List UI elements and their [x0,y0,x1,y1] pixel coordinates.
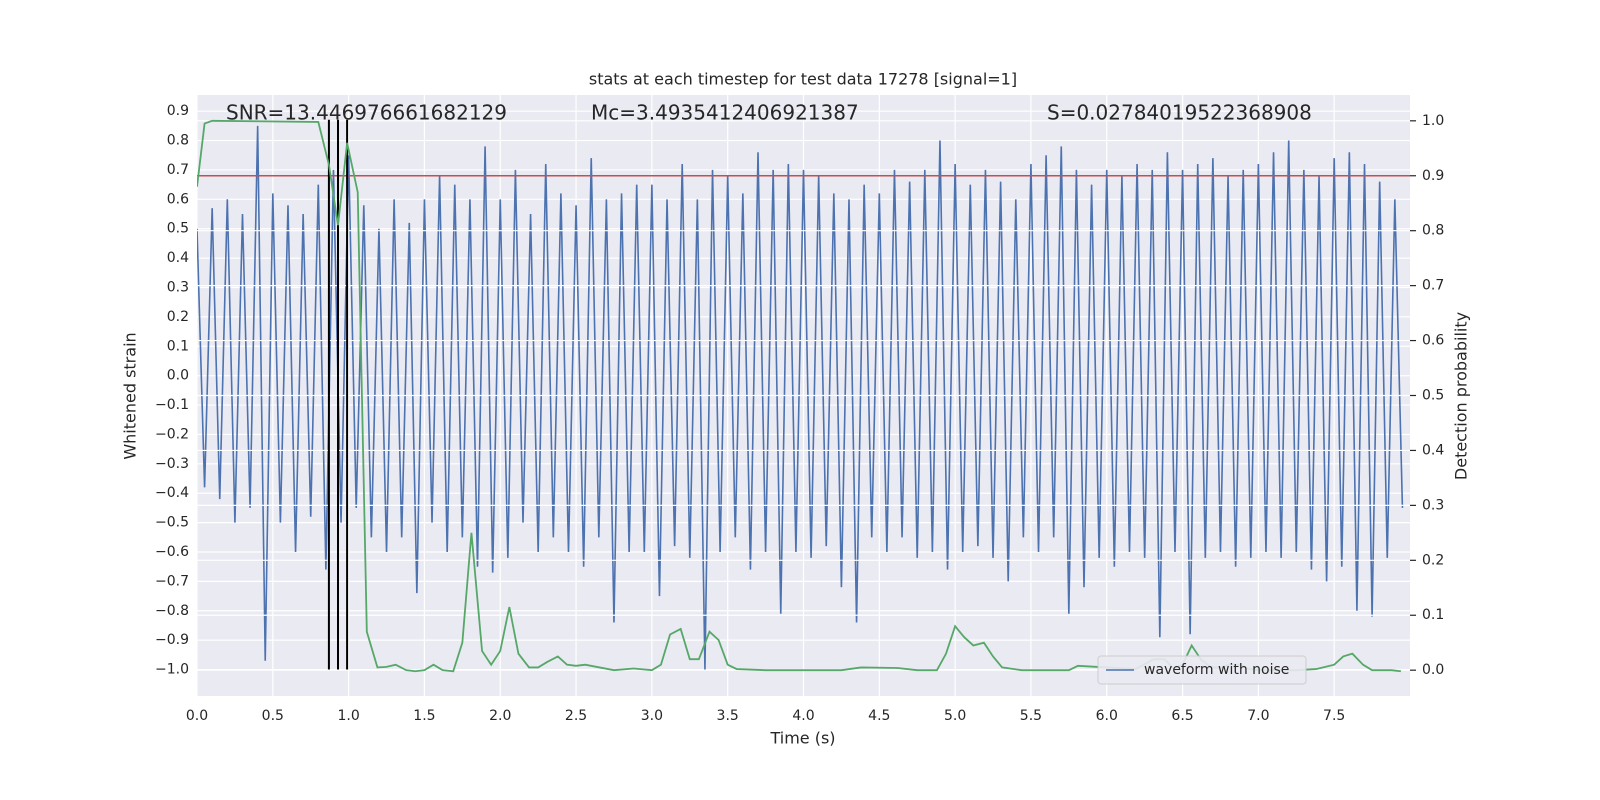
y-tick-label: −0.8 [155,603,189,619]
x-tick-label: 0.5 [262,708,284,724]
y-tick-label: 0.7 [167,162,189,178]
y2-tick-label: 0.2 [1422,552,1444,568]
y-tick-label: 0.9 [167,103,189,119]
y-tick-label: 0.1 [167,338,189,354]
y2-tick-label: 0.9 [1422,168,1444,184]
y2-tick-label: 0.5 [1422,388,1444,404]
y-tick-label: 0.6 [167,191,189,207]
x-tick-label: 6.0 [1096,708,1118,724]
x-tick-label: 5.0 [944,708,966,724]
annotation: S=0.02784019522368908 [1047,101,1312,125]
legend-label: waveform with noise [1144,662,1289,678]
y-tick-label: −1.0 [155,662,189,678]
y-tick-label: 0.3 [167,279,189,295]
plot-layer-top [197,119,1410,673]
y-tick-label: −0.9 [155,632,189,648]
y-tick-label: −0.1 [155,397,189,413]
x-tick-label: 2.5 [565,708,587,724]
y2-tick-label: 0.6 [1422,333,1444,349]
x-axis-label: Time (s) [769,729,835,748]
x-tick-label: 2.0 [489,708,511,724]
y2-tick-label: 1.0 [1422,113,1444,129]
y2-tick-label: 0.8 [1422,223,1444,239]
x-tick-label: 3.5 [717,708,739,724]
chart-title: stats at each timestep for test data 172… [589,70,1017,89]
waveform-line [197,125,1404,670]
y-tick-label: −0.6 [155,544,189,560]
x-tick-label: 7.0 [1247,708,1269,724]
axes: 0.0 0.5 1.0 1.5 2.0 2.5 3.0 3.5 4.0 4.5 5.0 5.5 6.0 6… [155,101,1444,725]
x-tick-label: 4.0 [792,708,814,724]
y2-tick-label: 0.1 [1422,607,1444,623]
x-tick-label: 0.0 [186,708,208,724]
y-tick-label: 0.0 [167,368,189,384]
annotation: SNR=13.446976661682129 [226,101,507,125]
y2-tick-label: 0.3 [1422,497,1444,513]
y-axis-label: Whitened strain [121,332,140,459]
y-tick-label: −0.4 [155,485,189,501]
y2-tick-label: 0.0 [1422,662,1444,678]
y-tick-label: 0.4 [167,250,189,266]
x-tick-label: 1.5 [413,708,435,724]
y2-tick-label: 0.7 [1422,278,1444,294]
y-tick-label: −0.3 [155,456,189,472]
legend-box [1097,655,1307,685]
y2-tick-label: 0.4 [1422,442,1444,458]
y2-axis-label: Detection probability [1452,312,1471,480]
x-tick-label: 1.0 [337,708,359,724]
y-tick-label: 0.8 [167,133,189,149]
x-tick-label: 5.5 [1020,708,1042,724]
x-tick-label: 7.5 [1323,708,1345,724]
y-tick-label: −0.7 [155,573,189,589]
y-tick-label: 0.5 [167,221,189,237]
x-tick-label: 3.0 [641,708,663,724]
y-tick-label: −0.2 [155,426,189,442]
x-tick-label: 6.5 [1171,708,1193,724]
annotation: Mc=3.4935412406921387 [591,101,859,125]
y-tick-label: 0.2 [167,309,189,325]
y-tick-label: −0.5 [155,515,189,531]
x-tick-label: 4.5 [868,708,890,724]
